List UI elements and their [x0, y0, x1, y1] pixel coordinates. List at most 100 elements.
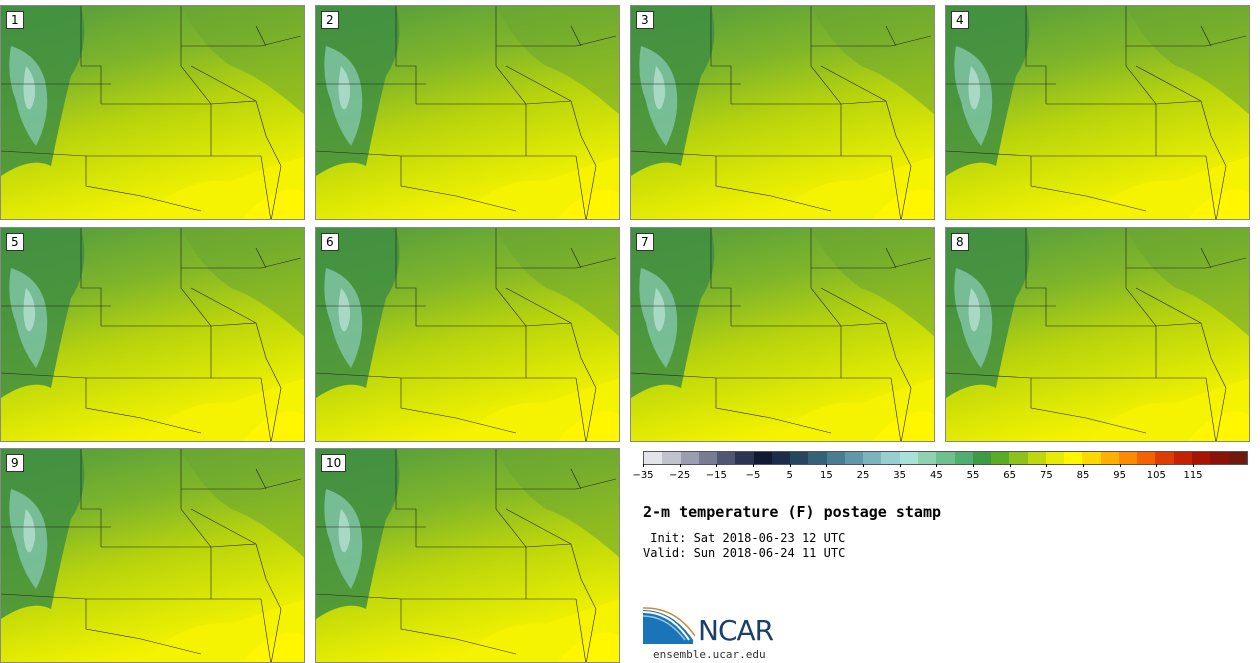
- colorbar-tick-mark: [936, 464, 938, 467]
- colorbar-tick-label: 45: [929, 470, 943, 481]
- panel-number-label: 7: [636, 233, 654, 251]
- temperature-map: [631, 6, 934, 219]
- colorbar-swatch: [936, 452, 955, 464]
- colorbar-tick-label: −15: [705, 470, 727, 481]
- colorbar-swatch: [1045, 452, 1065, 464]
- panel-3: 3: [630, 5, 935, 220]
- colorbar-swatch: [717, 452, 736, 464]
- panel-10: 10: [315, 448, 620, 663]
- colorbar-tick-label: 105: [1146, 470, 1166, 481]
- colorbar-swatch: [991, 452, 1010, 464]
- logo-url[interactable]: ensemble.ucar.edu: [653, 648, 766, 661]
- colorbar-tick-label: 115: [1183, 470, 1203, 481]
- colorbar-swatch: [680, 452, 699, 464]
- colorbar-swatch: [808, 452, 827, 464]
- colorbar-tick-mark: [1046, 464, 1048, 467]
- colorbar-swatch: [972, 452, 992, 464]
- colorbar: [643, 451, 1248, 465]
- colorbar-swatch: [826, 452, 845, 464]
- temperature-map: [316, 228, 619, 441]
- colorbar-swatch: [863, 452, 882, 464]
- colorbar-tick-label: −25: [669, 470, 691, 481]
- panel-1: 1: [0, 5, 305, 220]
- colorbar-tick-label: 65: [1003, 470, 1017, 481]
- colorbar-swatch: [1191, 452, 1211, 464]
- colorbar-tick-label: −5: [745, 470, 761, 481]
- panel-number-label: 8: [951, 233, 969, 251]
- panel-5: 5: [0, 227, 305, 442]
- panel-number-label: 4: [951, 11, 969, 29]
- temperature-map: [631, 228, 934, 441]
- colorbar-swatch: [1118, 452, 1138, 464]
- panel-number-label: 2: [321, 11, 339, 29]
- panel-number-label: 9: [6, 454, 24, 472]
- plot-title: 2-m temperature (F) postage stamp: [643, 503, 942, 521]
- colorbar-swatch: [1155, 452, 1174, 464]
- colorbar-swatch: [954, 452, 973, 464]
- ncar-swoosh-icon: [643, 607, 695, 644]
- colorbar-tick-mark: [753, 464, 754, 467]
- temperature-map: [946, 6, 1249, 219]
- temperature-map: [1, 449, 304, 662]
- colorbar-swatch: [698, 452, 718, 464]
- colorbar-swatch: [1173, 452, 1192, 464]
- colorbar-swatch: [917, 452, 937, 464]
- colorbar-tick-mark: [1193, 464, 1194, 467]
- panel-number-label: 3: [636, 11, 654, 29]
- colorbar-swatch: [753, 452, 772, 464]
- colorbar-swatch: [1100, 452, 1119, 464]
- colorbar-tick-label: 85: [1076, 470, 1090, 481]
- temperature-map: [316, 6, 619, 219]
- colorbar-swatch: [881, 452, 900, 464]
- colorbar-swatch: [899, 452, 918, 464]
- panel-6: 6: [315, 227, 620, 442]
- panel-number-label: 10: [321, 454, 347, 472]
- colorbar-swatch: [1027, 452, 1046, 464]
- colorbar-tick-label: 55: [966, 470, 980, 481]
- colorbar-tick-mark: [1083, 464, 1084, 467]
- colorbar-swatch: [644, 452, 663, 464]
- ncar-wordmark: NCAR: [698, 614, 774, 647]
- colorbar-swatch: [1210, 452, 1229, 464]
- panel-2: 2: [315, 5, 620, 220]
- panel-4: 4: [945, 5, 1250, 220]
- colorbar-tick-label: −35: [632, 470, 654, 481]
- colorbar-tick-mark: [643, 464, 644, 467]
- colorbar-tick-mark: [1009, 464, 1011, 467]
- temperature-map: [1, 6, 304, 219]
- temperature-map: [1, 228, 304, 441]
- colorbar-tick-label: 25: [856, 470, 870, 481]
- ncar-logo: NCAR ensemble.ucar.edu: [643, 606, 803, 662]
- colorbar-tick-mark: [1119, 464, 1121, 467]
- panel-number-label: 1: [6, 11, 24, 29]
- colorbar-tick-label: 15: [819, 470, 833, 481]
- colorbar-swatch: [1009, 452, 1028, 464]
- colorbar-swatch: [1228, 452, 1247, 464]
- colorbar-swatch: [1137, 452, 1156, 464]
- panel-number-label: 5: [6, 233, 24, 251]
- colorbar-swatch: [662, 452, 681, 464]
- colorbar-tick-mark: [789, 464, 791, 467]
- colorbar-tick-label: 75: [1039, 470, 1053, 481]
- colorbar-tick-mark: [863, 464, 864, 467]
- temperature-map: [946, 228, 1249, 441]
- colorbar-swatch: [771, 452, 791, 464]
- panel-8: 8: [945, 227, 1250, 442]
- temperature-map: [316, 449, 619, 662]
- panel-9: 9: [0, 448, 305, 663]
- colorbar-tick-mark: [1156, 464, 1158, 467]
- colorbar-ticks: −35 −25 −15 −5 5 15 25 35 45 55 65 75 85 95 105 115: [632, 464, 1248, 488]
- colorbar-swatch: [790, 452, 809, 464]
- colorbar-tick-mark: [679, 464, 681, 467]
- colorbar-tick-mark: [973, 464, 974, 467]
- panel-7: 7: [630, 227, 935, 442]
- init-time: Init: Sat 2018-06-23 12 UTC: [643, 531, 846, 545]
- panel-number-label: 6: [321, 233, 339, 251]
- colorbar-swatch: [844, 452, 864, 464]
- colorbar-tick-mark: [899, 464, 901, 467]
- colorbar-swatch: [1082, 452, 1101, 464]
- colorbar-tick-label: 35: [893, 470, 907, 481]
- colorbar-tick-mark: [716, 464, 718, 467]
- colorbar-tick-mark: [826, 464, 828, 467]
- colorbar-swatch: [1064, 452, 1083, 464]
